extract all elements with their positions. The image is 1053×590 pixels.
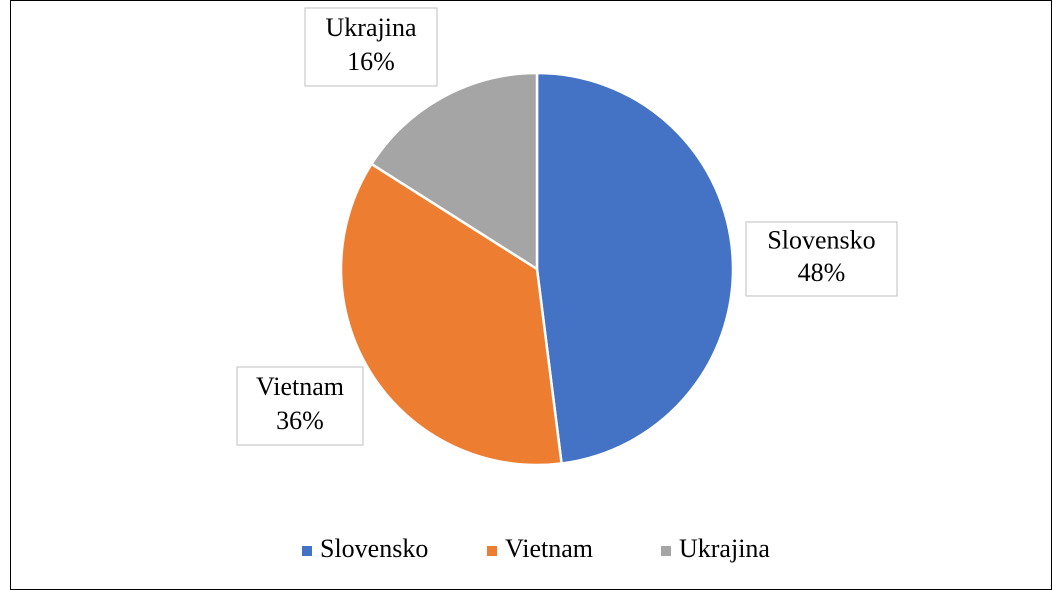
pie-slice: [339, 162, 563, 467]
data-label: Vietnam 36%: [236, 366, 364, 446]
pie-slice: [535, 71, 735, 465]
data-label-box: [745, 221, 898, 297]
data-label-value: 48%: [798, 258, 846, 287]
data-label: Slovensko 48%: [745, 221, 898, 297]
legend-marker: [661, 546, 671, 556]
legend-label: Ukrajina: [679, 534, 770, 563]
legend-marker: [487, 546, 497, 556]
pie-slice: [369, 71, 539, 272]
data-label-value: 36%: [276, 406, 324, 435]
legend-marker: [302, 546, 312, 556]
data-label-category: Vietnam: [256, 372, 344, 401]
data-label-box: [304, 7, 438, 87]
legend-label: Vietnam: [505, 534, 593, 563]
data-label: Ukrajina 16%: [304, 7, 438, 87]
data-label-category: Ukrajina: [326, 13, 417, 42]
data-label-box: [236, 366, 364, 446]
data-label-value: 16%: [347, 47, 395, 76]
data-label-category: Slovensko: [767, 226, 875, 255]
legend-label: Slovensko: [320, 534, 428, 563]
